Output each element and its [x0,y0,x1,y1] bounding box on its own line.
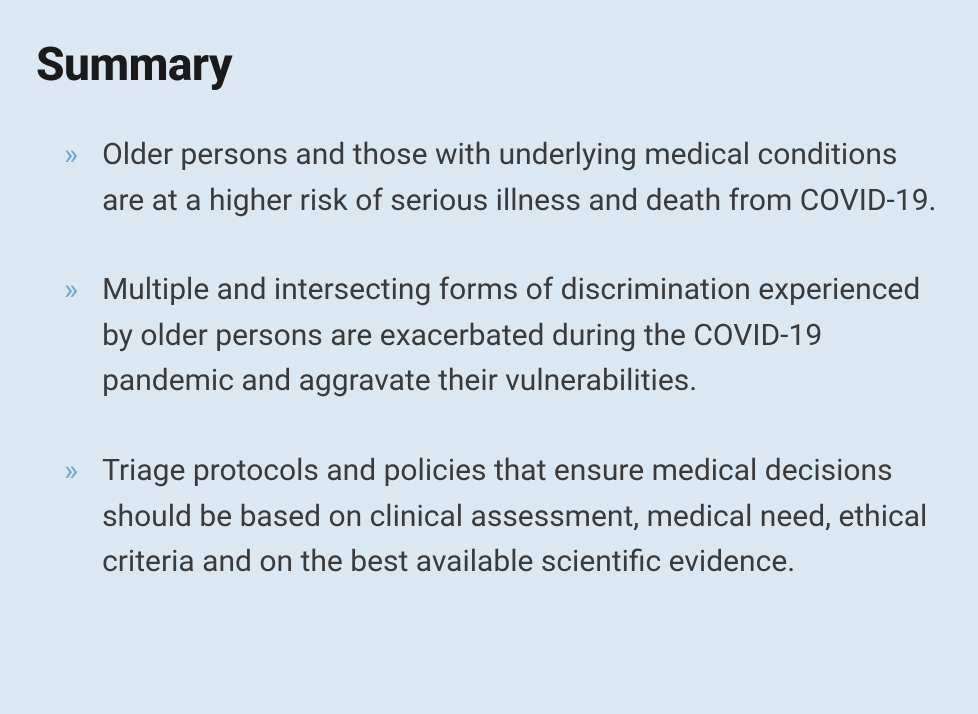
bullet-list: » Older persons and those with underlyin… [36,132,942,585]
list-item: » Triage protocols and policies that ens… [64,448,942,585]
list-item-text: Triage protocols and policies that ensur… [102,448,942,585]
list-item-text: Older persons and those with underlying … [102,132,942,223]
list-item-text: Multiple and intersecting forms of discr… [102,267,942,404]
list-item: » Older persons and those with underlyin… [64,132,942,223]
bullet-marker-icon: » [64,267,78,313]
bullet-marker-icon: » [64,132,78,178]
bullet-marker-icon: » [64,448,78,494]
list-item: » Multiple and intersecting forms of dis… [64,267,942,404]
summary-heading: Summary [36,38,942,92]
